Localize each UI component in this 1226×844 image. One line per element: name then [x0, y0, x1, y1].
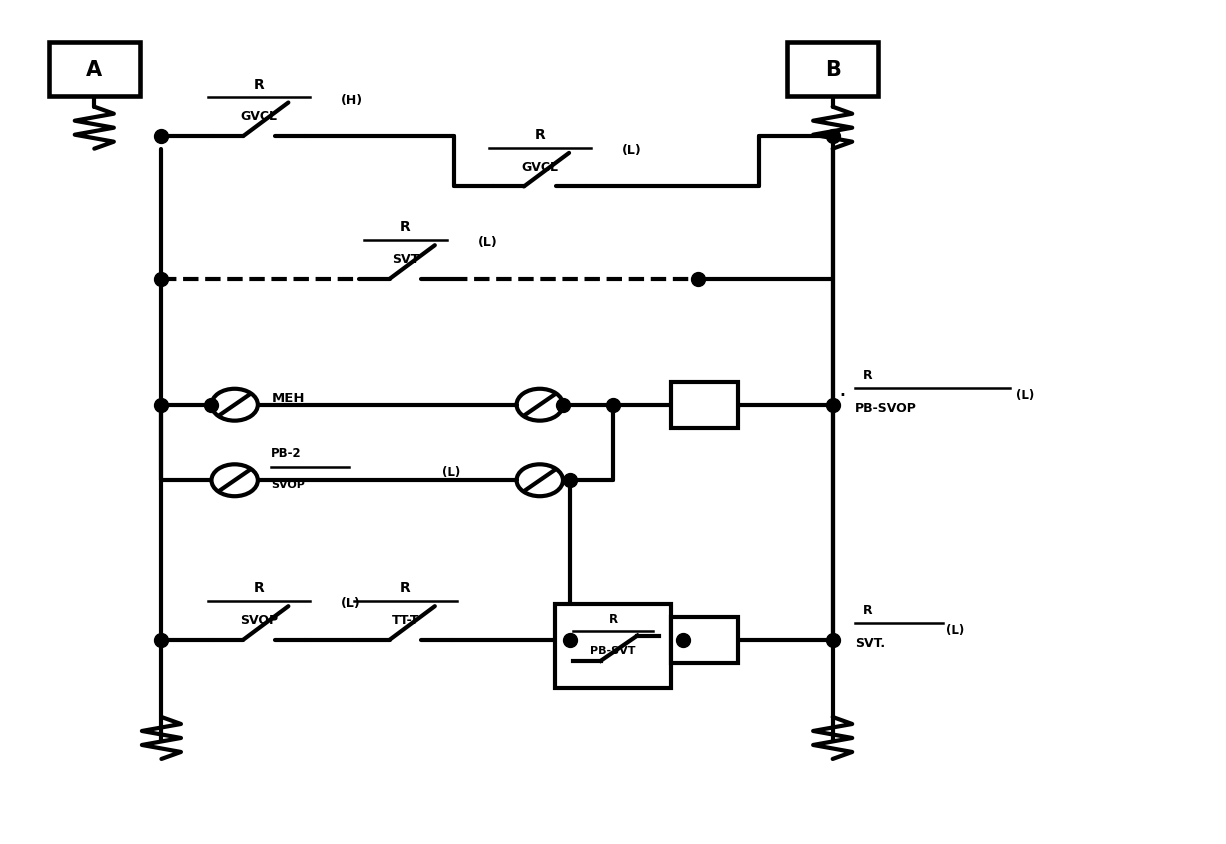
Bar	[671, 382, 738, 428]
Bar	[555, 605, 671, 689]
Bar	[787, 42, 879, 97]
Text: PB-SVT: PB-SVT	[590, 645, 636, 655]
Text: R: R	[535, 128, 546, 142]
Text: SVOP: SVOP	[271, 480, 305, 490]
Text: A: A	[86, 60, 103, 80]
Text: PB-SVOP: PB-SVOP	[855, 402, 917, 415]
Text: R: R	[400, 581, 411, 595]
Text: R: R	[254, 581, 265, 595]
Text: PB-2: PB-2	[271, 446, 302, 460]
Text: B: B	[825, 60, 841, 80]
Text: SVT.: SVT.	[855, 636, 885, 650]
Text: (L): (L)	[443, 465, 461, 478]
Text: (L): (L)	[680, 627, 699, 640]
Text: MEH: MEH	[271, 392, 305, 405]
Text: (L): (L)	[1016, 389, 1034, 402]
Text: (L): (L)	[478, 236, 498, 249]
Text: SVT: SVT	[392, 252, 419, 266]
Text: R: R	[400, 220, 411, 234]
Text: SVOP: SVOP	[240, 614, 278, 626]
Text: GVCL: GVCL	[240, 110, 277, 123]
Text: R: R	[863, 603, 873, 616]
Text: TT-T: TT-T	[392, 614, 419, 626]
Text: ·: ·	[839, 383, 846, 407]
Text: R: R	[254, 78, 265, 92]
Text: (L): (L)	[341, 597, 360, 609]
Text: (H): (H)	[341, 94, 363, 106]
Text: (L): (L)	[946, 624, 965, 636]
Text: (L): (L)	[622, 143, 641, 157]
Text: R: R	[608, 612, 618, 625]
Bar	[49, 42, 140, 97]
Text: R: R	[863, 369, 873, 381]
Bar	[671, 617, 738, 663]
Text: GVCL: GVCL	[521, 160, 558, 173]
